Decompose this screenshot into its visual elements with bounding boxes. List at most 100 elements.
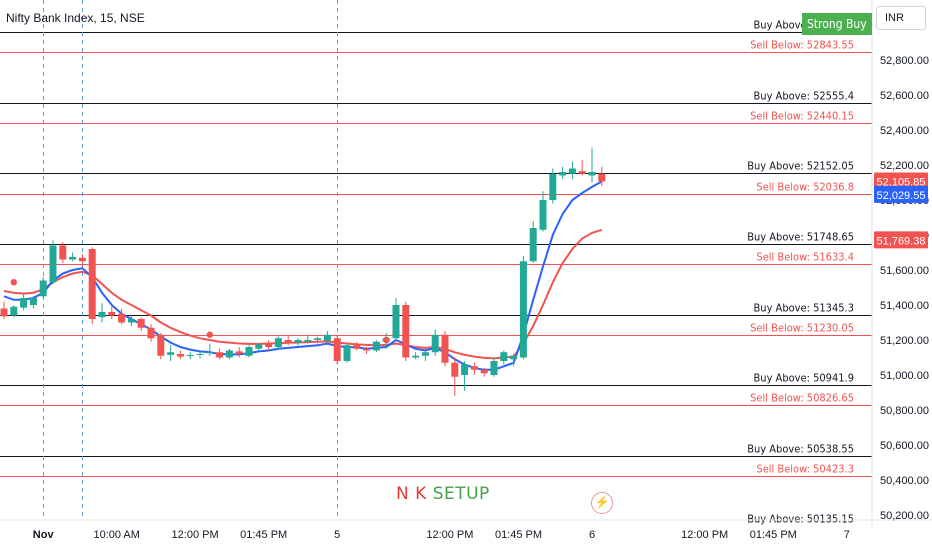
buy-level-label: Buy Above: 50135.15 [747, 513, 854, 526]
candle-body [412, 355, 420, 358]
y-tick-label: 52,600.00 [880, 90, 929, 102]
y-tick-label: 50,400.00 [880, 475, 929, 487]
watermark-part2: SETUP [432, 484, 490, 504]
candle-body [549, 173, 557, 200]
candle-body [323, 334, 331, 341]
candle-body [421, 352, 429, 356]
price-tag-box [874, 185, 928, 203]
buy-level-label: Buy Above: 51748.65 [747, 231, 854, 244]
x-tick-label: 5 [334, 529, 340, 541]
candle-body [216, 352, 224, 358]
candle-body [588, 172, 596, 176]
candle-body [500, 352, 508, 361]
sell-level-label: Sell Below: 50423.3 [756, 463, 854, 476]
candle-body [39, 280, 47, 297]
candle-body [529, 228, 537, 262]
sell-level-label: Sell Below: 52036.8 [756, 181, 854, 194]
candle-body [186, 354, 194, 356]
candles [0, 147, 606, 396]
x-tick-label: 12:00 PM [172, 529, 219, 541]
candle-body [206, 352, 214, 354]
candle-body [118, 313, 126, 323]
price-tag-box [874, 231, 928, 249]
currency-selector[interactable]: INR [876, 6, 926, 30]
candle-body [372, 341, 380, 351]
sell-level-label: Sell Below: 51633.4 [756, 251, 854, 264]
sell-level-label: Sell Below: 52440.15 [750, 110, 854, 123]
session-breaks [43, 0, 338, 520]
x-tick-label: 7 [844, 529, 850, 541]
candle-body [578, 171, 586, 174]
candle-body [78, 257, 86, 262]
candle-body [343, 345, 351, 361]
watermark-part1: N K [396, 484, 433, 504]
signal-dot [206, 331, 213, 338]
candle-body [196, 354, 204, 355]
candle-body [59, 245, 67, 260]
y-tick-label: 51,600.00 [880, 265, 929, 277]
y-tick-label: 50,800.00 [880, 405, 929, 417]
candle-body [274, 338, 282, 347]
candle-body [480, 369, 488, 374]
candle-body [451, 362, 459, 377]
buy-level-label: Buy Above: 51345.3 [754, 302, 855, 315]
candle-body [441, 334, 449, 363]
price-axis[interactable]: 52,800.00 52,600.00 52,400.00 52,200.00 52,0… [0, 0, 932, 528]
y-tick-label: 50,200.00 [880, 510, 929, 522]
time-axis[interactable]: Nov 10:00 AM 12:00 PM 01:45 PM 5 12:00 PM 01:4… [33, 529, 850, 541]
candle-body [127, 319, 135, 323]
candle-body [265, 344, 273, 347]
price-tags: 52,105.85 52,029.55 51,769.38 [874, 172, 928, 249]
buy-level-label: Buy Above: 50941.9 [754, 372, 855, 385]
candle-body [519, 261, 527, 358]
watermark: N K SETUP [396, 484, 490, 504]
candle-body [294, 340, 302, 343]
y-tick-label: 51,000.00 [880, 370, 929, 382]
ema-fast-line [3, 180, 603, 371]
candle-body [108, 312, 116, 316]
candle-body [353, 345, 361, 349]
signal-dot [10, 279, 17, 286]
candle-body [539, 200, 547, 230]
candle-body [20, 298, 28, 308]
candle-body [167, 352, 175, 355]
candle-body [137, 319, 145, 328]
candle-body [98, 312, 106, 318]
candle-body [392, 305, 400, 339]
price-tag-label: 52,029.55 [877, 190, 926, 202]
y-tick-label: 51,400.00 [880, 300, 929, 312]
price-tag-label: 51,769.38 [877, 235, 926, 247]
y-tick-label: 52,400.00 [880, 125, 929, 137]
candle-body [568, 168, 576, 174]
x-tick-label: 01:45 PM [240, 529, 287, 541]
y-tick-label: 52,200.00 [880, 160, 929, 172]
candle-body [304, 340, 312, 342]
candle-body [363, 348, 371, 351]
candle-body [255, 344, 263, 349]
lightning-icon[interactable]: ⚡ [591, 492, 613, 514]
buy-level-label: Buy Above: 50538.55 [747, 443, 854, 456]
sell-level-label: Sell Below: 51230.05 [750, 322, 854, 335]
price-tag-box [874, 172, 928, 190]
candle-body [157, 334, 165, 356]
signal-badge: Strong Buy [802, 13, 872, 35]
y-tick-label: 51,200.00 [880, 335, 929, 347]
candle-body [510, 355, 518, 360]
x-tick-label: 12:00 PM [426, 529, 473, 541]
y-tick-label: 52,800.00 [880, 55, 929, 67]
candle-body [598, 173, 606, 182]
symbol-title[interactable]: Nifty Bank Index, 15, NSE [6, 11, 145, 25]
sell-level-label: Sell Below: 52843.55 [750, 39, 854, 52]
level-lines: Buy Above: 52959.2Sell Below: 52843.55Bu… [0, 19, 872, 526]
candle-body [29, 298, 37, 305]
candle-body [49, 245, 57, 283]
candle-body [10, 306, 18, 316]
candle-body [490, 361, 498, 375]
x-tick-label: 10:00 AM [93, 529, 139, 541]
candle-body [235, 351, 243, 354]
candle-body [402, 305, 410, 358]
candle-body [559, 172, 567, 176]
candle-body [147, 327, 155, 339]
buy-level-label: Buy Above: 52152.05 [747, 160, 854, 173]
